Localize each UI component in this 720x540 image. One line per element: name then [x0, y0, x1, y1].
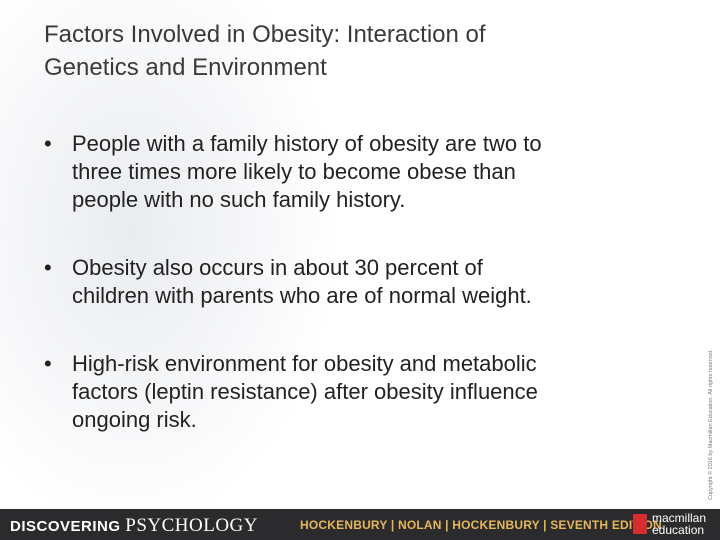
slide-title: Factors Involved in Obesity: Interaction… [44, 18, 486, 84]
bullet-line: Obesity also occurs in about 30 percent … [72, 255, 483, 280]
bullet-dot: • [44, 255, 52, 280]
bullet: • People with a family history of obesity… [44, 130, 684, 214]
publisher: macmillan education [652, 512, 706, 536]
bullet-line: ongoing risk. [72, 407, 197, 432]
bullet-line: people with no such family history. [72, 187, 406, 212]
book-title: DISCOVERING PSYCHOLOGY [10, 515, 258, 537]
bullet: • High-risk environment for obesity and m… [44, 350, 684, 434]
bullet-line: three times more likely to become obese … [72, 159, 516, 184]
book-title-light: PSYCHOLOGY [125, 515, 258, 536]
footer: DISCOVERING PSYCHOLOGY HOCKENBURY | NOLA… [0, 509, 720, 540]
bullet: • Obesity also occurs in about 30 percent… [44, 254, 684, 310]
authors: HOCKENBURY | NOLAN | HOCKENBURY | SEVENT… [300, 518, 662, 532]
bullet-list: • People with a family history of obesity… [44, 130, 684, 474]
bullet-line: factors (leptin resistance) after obesit… [72, 379, 538, 404]
publisher-line: macmillan [652, 511, 707, 525]
bullet-line: People with a family history of obesity … [72, 131, 542, 156]
bullet-dot: • [44, 351, 52, 376]
title-line: Genetics and Environment [44, 54, 327, 81]
bullet-dot: • [44, 131, 52, 156]
bullet-line: High-risk environment for obesity and me… [72, 351, 537, 376]
bullet-line: children with parents who are of normal … [72, 283, 532, 308]
title-line: Factors Involved in Obesity: Interaction… [44, 21, 486, 48]
book-title-bold: DISCOVERING [10, 518, 121, 535]
copyright: Copyright © 2016 by Macmillan Education.… [708, 349, 714, 500]
publisher-logo [633, 514, 647, 534]
publisher-line: education [652, 523, 705, 537]
